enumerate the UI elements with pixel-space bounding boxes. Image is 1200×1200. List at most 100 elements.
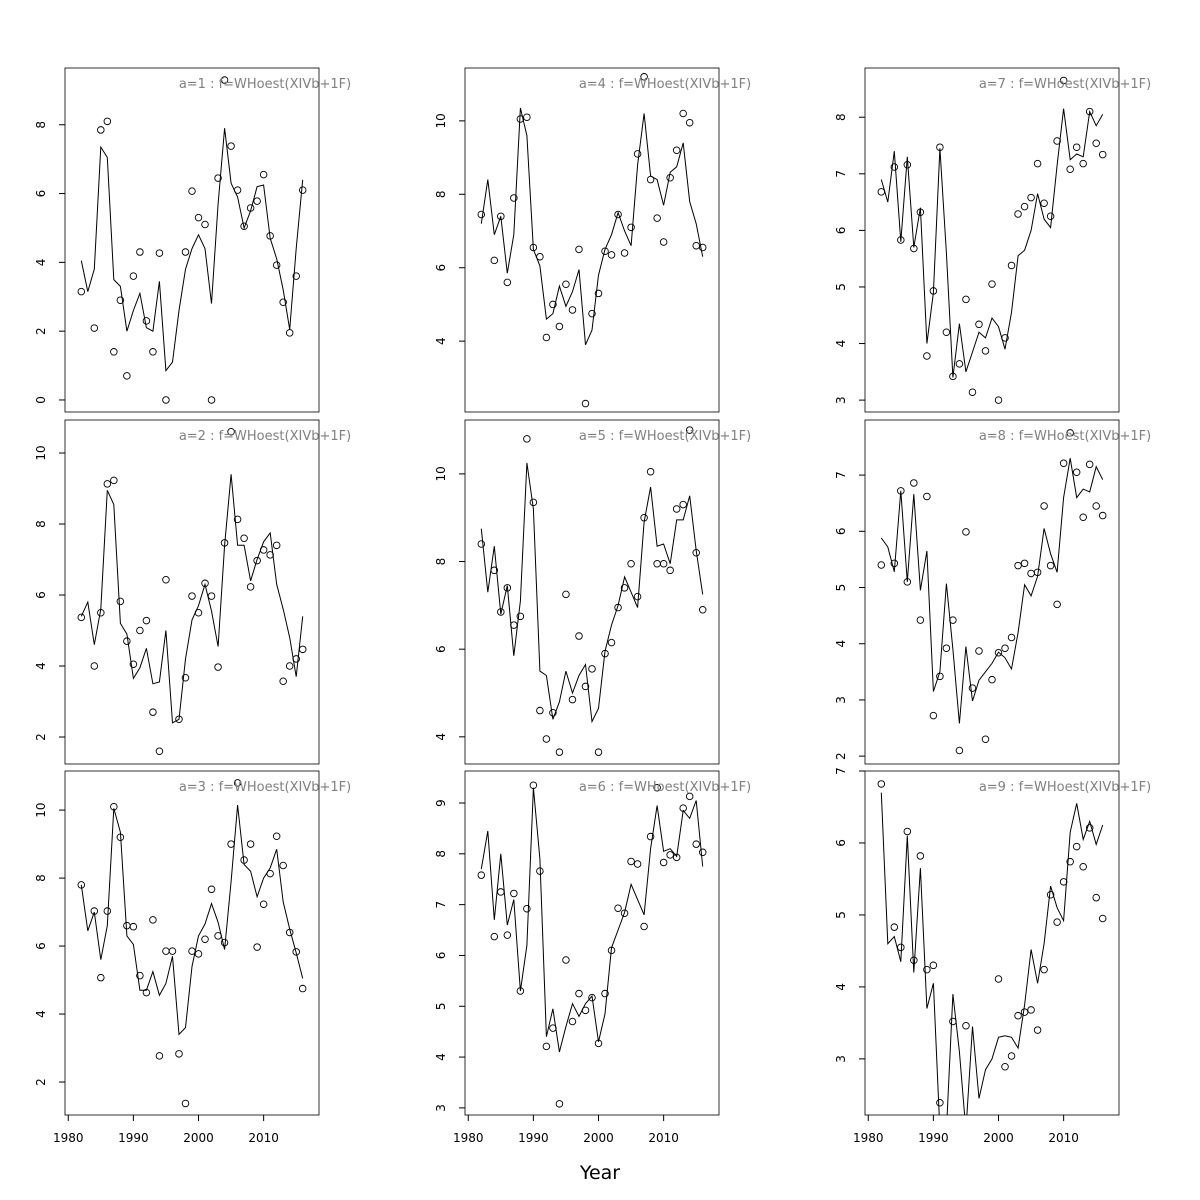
panel-title: a=4 : f=WHoest(XIVb+1F)	[579, 77, 751, 92]
data-point	[207, 885, 216, 894]
data-point	[503, 278, 512, 287]
fitted-line	[480, 787, 704, 1053]
data-point	[542, 333, 551, 342]
data-point	[581, 682, 590, 691]
data-point	[129, 272, 138, 280]
panel-title: a=9 : f=WHoest(XIVb+1F)	[979, 780, 1151, 795]
data-point	[201, 935, 209, 944]
x-tick-label: 2000	[983, 1131, 1014, 1145]
data-point	[285, 662, 294, 670]
data-point	[910, 479, 918, 487]
data-point	[1085, 824, 1094, 832]
data-point	[588, 993, 596, 1002]
data-point	[1027, 1006, 1035, 1014]
data-point	[1046, 561, 1055, 570]
data-point	[988, 280, 996, 288]
data-point	[110, 476, 118, 485]
data-point	[601, 247, 609, 255]
y-tick-label: 4	[834, 983, 848, 991]
panel-frame	[64, 67, 320, 413]
data-point	[614, 904, 622, 912]
data-point	[1033, 159, 1042, 168]
y-tick-label: 3	[834, 1055, 848, 1063]
data-point	[685, 118, 694, 127]
data-point	[581, 399, 590, 408]
data-point	[1053, 137, 1061, 145]
y-tick-label: 7	[834, 767, 848, 775]
x-tick-label: 2000	[183, 1131, 214, 1145]
data-point	[142, 616, 151, 625]
data-point	[923, 965, 931, 974]
panel: 4 6 8 10 a=5 : f=WHoest(XIVb+1F)	[434, 419, 751, 765]
data-point	[646, 467, 655, 476]
data-point	[542, 1042, 551, 1051]
y-tick-label: 4	[34, 662, 48, 670]
y-tick-label: 8	[434, 850, 448, 858]
panel-frame	[864, 770, 1120, 1116]
y-tick-label: 5	[834, 584, 848, 592]
data-point	[1066, 165, 1074, 174]
data-point	[227, 142, 235, 150]
panel-title: a=7 : f=WHoest(XIVb+1F)	[979, 77, 1151, 92]
data-point	[698, 605, 707, 614]
y-tick-label: 6	[834, 227, 848, 235]
data-point	[627, 857, 635, 866]
x-tick-label: 1980	[53, 1131, 84, 1145]
data-point	[929, 711, 938, 720]
data-point	[1040, 199, 1048, 207]
x-tick-label: 1980	[853, 1131, 884, 1145]
data-point	[981, 347, 990, 355]
x-tick-label: 2010	[248, 1131, 279, 1145]
data-point	[181, 248, 190, 256]
data-point	[162, 396, 170, 404]
data-point	[1014, 210, 1022, 218]
data-point	[640, 922, 648, 931]
data-point	[510, 194, 518, 202]
data-point	[903, 827, 912, 836]
data-point	[1092, 893, 1100, 902]
y-tick-label: 10	[34, 802, 48, 817]
data-point	[923, 492, 931, 501]
y-tick-label: 2	[34, 733, 48, 741]
data-point	[136, 248, 144, 256]
data-point	[575, 989, 583, 998]
data-point	[1020, 202, 1029, 211]
data-point	[536, 706, 544, 715]
y-tick-label: 6	[434, 645, 448, 653]
data-point	[77, 613, 86, 622]
panel-title: a=2 : f=WHoest(XIVb+1F)	[179, 429, 351, 444]
data-point	[685, 792, 694, 801]
panel: 0 2 4 6 8 a=1 : f=WHoest(XIVb+1F)	[34, 67, 351, 413]
data-point	[968, 684, 977, 692]
y-tick-label: 6	[434, 952, 448, 960]
y-tick-label: 10	[34, 445, 48, 460]
plot-area	[477, 426, 707, 756]
data-point	[659, 559, 668, 568]
data-point	[103, 117, 112, 126]
data-point	[168, 947, 177, 955]
data-point	[298, 186, 307, 194]
y-tick-label: 5	[834, 283, 848, 291]
data-point	[607, 638, 616, 647]
data-point	[1020, 1008, 1029, 1016]
data-point	[620, 249, 629, 257]
y-tick-label: 4	[834, 640, 848, 648]
data-point	[633, 592, 642, 601]
data-point	[490, 256, 499, 265]
plot-area	[477, 781, 707, 1108]
data-point	[129, 660, 138, 668]
y-tick-label: 8	[34, 874, 48, 882]
data-point	[516, 612, 525, 621]
data-point	[240, 222, 248, 230]
data-point	[136, 971, 144, 980]
panel: 2 4 6 8 10 a=2 : f=WHoest(XIVb+1F)	[34, 419, 351, 765]
data-point	[1014, 561, 1022, 570]
data-point	[1092, 139, 1100, 147]
data-point	[116, 597, 125, 606]
panel-frame	[464, 770, 720, 1116]
panel-frame	[464, 419, 720, 765]
data-point	[955, 360, 964, 368]
data-point	[298, 984, 307, 993]
data-point	[201, 220, 209, 229]
data-point	[653, 784, 661, 792]
